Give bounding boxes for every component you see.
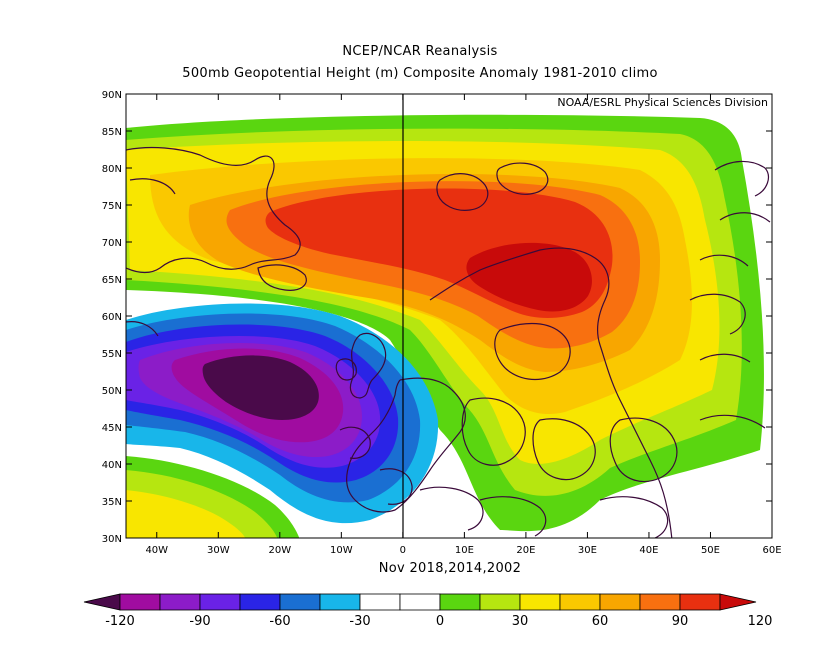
colorbar-tick-label: 60 <box>592 614 609 629</box>
colorbar-segment <box>399 593 441 611</box>
lon-label: 40E <box>639 545 658 556</box>
colorbar-segment <box>359 593 401 611</box>
lon-label: 30E <box>578 545 597 556</box>
colorbar-labels: -120 -90 -60 -30 0 30 60 90 120 <box>105 614 772 629</box>
lat-label: 85N <box>102 127 122 138</box>
composite-label: Nov 2018,2014,2002 <box>378 561 522 576</box>
lon-label: 20E <box>516 545 535 556</box>
lat-label: 55N <box>102 349 122 360</box>
lon-label: 60E <box>762 545 781 556</box>
coastline-layer <box>126 146 771 538</box>
lat-label: 75N <box>102 201 122 212</box>
lon-label: 0 <box>400 545 406 556</box>
colorbar-tick-label: 0 <box>436 614 444 629</box>
lat-label: 30N <box>102 534 122 545</box>
lat-axis-ticks <box>126 93 772 539</box>
contour-sw-50 <box>126 490 246 538</box>
colorbar-segment <box>639 593 681 611</box>
colorbar-tick-label: -30 <box>349 614 370 629</box>
colorbar-tick-label: -120 <box>105 614 135 629</box>
colorbar-segments <box>83 593 757 611</box>
colorbar-segment <box>519 593 561 611</box>
colorbar-tick-label: 30 <box>512 614 529 629</box>
credit-label: NOAA/ESRL Physical Sciences Division <box>557 96 768 109</box>
lon-label: 30W <box>207 545 230 556</box>
colorbar-tick-label: 90 <box>672 614 689 629</box>
lat-label: 65N <box>102 275 122 286</box>
lat-axis-labels: 90N 85N 80N 75N 70N 65N 60N 55N 50N 45N 40N 35N 30N <box>102 90 122 545</box>
lat-label: 35N <box>102 497 122 508</box>
lon-label: 20W <box>268 545 291 556</box>
lat-label: 90N <box>102 90 122 101</box>
chart-title: NCEP/NCAR Reanalysis <box>342 44 498 59</box>
colorbar-segment <box>599 593 641 611</box>
colorbar-tick-label: -90 <box>189 614 210 629</box>
colorbar-segment <box>119 593 161 611</box>
lat-label: 45N <box>102 423 122 434</box>
colorbar-tick-label: -60 <box>269 614 290 629</box>
lat-label: 40N <box>102 460 122 471</box>
colorbar-segment <box>279 593 321 611</box>
lat-label: 80N <box>102 164 122 175</box>
lon-axis-labels: 40W 30W 20W 10W 0 10E 20E 30E 40E 50E 60E <box>145 545 781 556</box>
lon-label: 10E <box>455 545 474 556</box>
lon-axis-ticks <box>156 94 773 538</box>
chart-subtitle: 500mb Geopotential Height (m) Composite … <box>182 66 658 81</box>
colorbar-segment <box>319 593 361 611</box>
lon-label: 40W <box>145 545 168 556</box>
colorbar-tick-label: 120 <box>748 614 773 629</box>
colorbar-segment <box>559 593 601 611</box>
colorbar-segment <box>439 593 481 611</box>
contour-pos-110 <box>466 242 592 312</box>
lon-label: 10W <box>330 545 353 556</box>
colorbar-segment <box>239 593 281 611</box>
contour-fill-layer <box>126 94 772 538</box>
lon-label: 50E <box>701 545 720 556</box>
contour-neg-100 <box>202 355 319 420</box>
colorbar-segment <box>479 593 521 611</box>
colorbar-min-arrow <box>83 593 121 611</box>
lat-label: 60N <box>102 312 122 323</box>
lat-label: 50N <box>102 386 122 397</box>
lat-label: 70N <box>102 238 122 249</box>
colorbar-max-arrow <box>719 593 757 611</box>
colorbar-segment <box>679 593 721 611</box>
colorbar-segment <box>199 593 241 611</box>
colorbar-segment <box>159 593 201 611</box>
